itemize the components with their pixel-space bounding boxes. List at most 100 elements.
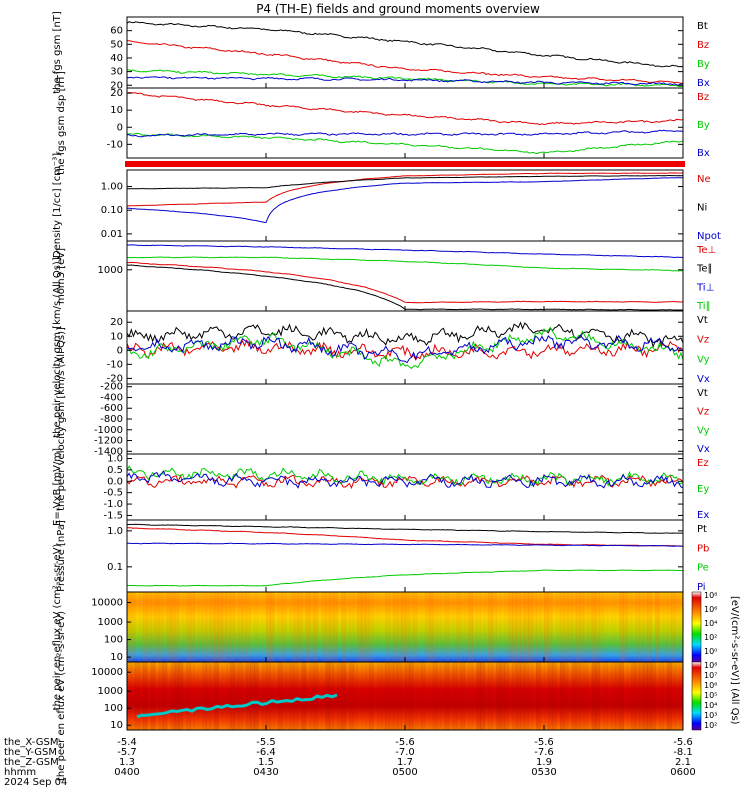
series-line-Ex (126, 470, 684, 489)
series-line-Ne (126, 172, 683, 207)
series-line-Te∥ (126, 264, 683, 311)
series-line-Vx (126, 334, 684, 364)
spectrogram-strip (623, 662, 628, 730)
spectrogram-strip (488, 662, 493, 730)
spectrogram-strip (369, 662, 374, 730)
legend-Vz: Vz (697, 407, 709, 418)
spectrogram-strip (440, 662, 446, 730)
spectrogram-strip (575, 662, 581, 730)
spectrogram-strip (269, 592, 275, 662)
spectrogram-strip (174, 662, 180, 730)
legend-Ex: Ex (697, 510, 709, 521)
separator-bar (125, 161, 685, 167)
legend-Bt: Bt (697, 21, 708, 32)
spectrogram-strip (301, 662, 307, 730)
y-axis-label: the peir velocity gsm [km/s (All Qs)] (52, 257, 63, 438)
colorbar-tick: 10⁴ (704, 619, 717, 628)
y-tick-label: 20 (110, 80, 123, 91)
spectrogram-strip (273, 592, 279, 662)
spectrogram-strip (627, 662, 632, 730)
spectrogram-strip (615, 662, 620, 730)
spectrogram-strip (444, 662, 450, 730)
y-tick-label: 1000 (98, 265, 123, 276)
legend-Bx: Bx (697, 148, 710, 159)
spectrogram-strip (170, 662, 176, 730)
spectrogram-strip (389, 662, 394, 730)
colorbar-tick: 10³ (704, 711, 717, 720)
spectrogram-strip (269, 662, 275, 730)
spectrogram-strip (289, 662, 295, 730)
spectrogram-strip (258, 592, 263, 662)
spectrogram-strip (142, 592, 148, 662)
y-tick-label: 10 (110, 331, 123, 342)
series-line-By (126, 69, 684, 88)
spectrogram-strip (293, 592, 299, 662)
spectrogram-strip (484, 662, 489, 730)
y-tick-label: 1000 (98, 686, 123, 697)
y-axis-label: the peir en eflux eV (cm²-s-sr-eV) (52, 544, 63, 711)
legend-Bz: Bz (697, 40, 709, 51)
spectrogram-strip (528, 662, 533, 730)
spectrogram-strip (309, 662, 315, 730)
spectrogram-strip (281, 662, 287, 730)
spectrogram-strip (285, 662, 291, 730)
spectrogram-strip (563, 592, 569, 662)
spectrogram (127, 592, 683, 662)
spectrogram-strip (432, 662, 438, 730)
spectrogram-strip (603, 662, 609, 730)
y-tick-label: 100 (104, 635, 123, 646)
y-tick-label: 1.00 (101, 182, 123, 193)
y-tick-label: -10 (107, 139, 123, 150)
y-tick-label: 10000 (91, 598, 123, 609)
footer-value: -7.6 (534, 747, 554, 758)
spectrogram-strip (349, 592, 354, 662)
y-tick-label: 1.0 (107, 454, 123, 465)
spectrogram-strip (635, 592, 640, 662)
y-tick-label: -1.5 (103, 510, 123, 521)
y-tick-label: 10 (110, 652, 123, 663)
spectrogram-strip (317, 592, 323, 662)
spectrogram-strip (528, 592, 533, 662)
spectrogram-strip (377, 592, 382, 662)
spectrogram-strip (246, 592, 251, 662)
spectrogram-strip (591, 662, 597, 730)
series-line-Ti⊥ (126, 244, 684, 259)
spectrogram-strip (468, 592, 474, 662)
footer-value: 1.3 (119, 757, 135, 768)
spectrogram-strip (679, 662, 684, 730)
series-line-By (126, 132, 684, 155)
low-energy-band (136, 693, 338, 719)
spectrogram-strip (555, 592, 561, 662)
spectrogram-strip (134, 662, 140, 730)
spectrogram-strip (547, 662, 553, 730)
spectrogram-strip (492, 662, 497, 730)
spectrogram-strip (321, 592, 327, 662)
spectrogram-strip (599, 662, 605, 730)
spectrogram-strip (583, 662, 589, 730)
y-tick-label: 0.01 (101, 229, 123, 240)
series-line-Vt (126, 321, 684, 349)
series-line-Te⊥ (127, 261, 684, 304)
legend-Ti∥: Ti∥ (696, 301, 711, 312)
spectrogram-strip (424, 662, 430, 730)
spectrogram-strip (619, 662, 624, 730)
spectrogram-strip (202, 592, 207, 662)
spectrogram-strip (365, 662, 370, 730)
spectrogram-strip (611, 592, 616, 662)
spectrogram-strip (512, 592, 517, 662)
spectrogram-strip (643, 592, 648, 662)
spectrogram-strip (266, 662, 271, 730)
spectrogram-strip (381, 662, 386, 730)
y-tick-label: 20 (110, 317, 123, 328)
spectrogram-strip (460, 662, 466, 730)
spectrogram-strip (508, 662, 513, 730)
spectrogram-strip (567, 592, 573, 662)
spectrogram-strip (393, 662, 398, 730)
spectrogram-strip (524, 592, 529, 662)
spectrogram-strip (619, 592, 624, 662)
y-tick-label: 20 (110, 88, 123, 99)
spectrogram-strip (154, 662, 160, 730)
spectrogram-strip (583, 592, 589, 662)
legend-Vx: Vx (697, 374, 710, 385)
spectrogram-strip (532, 662, 537, 730)
